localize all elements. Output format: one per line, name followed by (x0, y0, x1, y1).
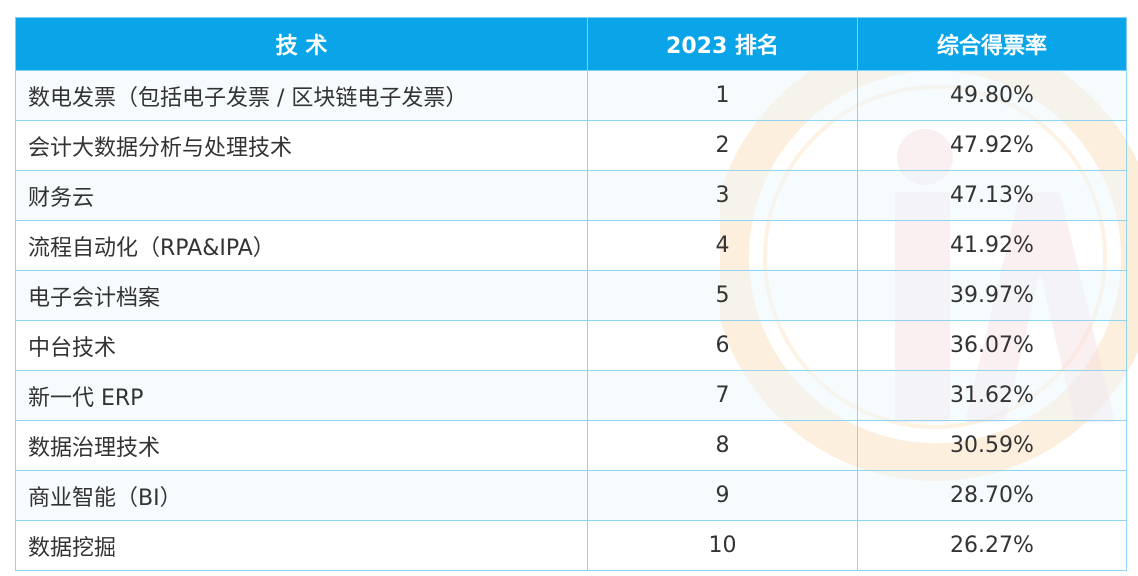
rank-cell: 2 (587, 120, 858, 171)
tech-cell: 电子会计档案 (15, 270, 588, 321)
tech-cell: 财务云 (15, 170, 588, 221)
rate-cell: 31.62% (857, 370, 1127, 421)
rank-cell: 1 (587, 70, 858, 121)
table-row: 财务云 3 47.13% (15, 170, 1127, 221)
table-row: 会计大数据分析与处理技术 2 47.92% (15, 120, 1127, 171)
header-row: 技 术 2023 排名 综合得票率 (15, 17, 1127, 71)
rate-cell: 30.59% (857, 420, 1127, 471)
table-row: 数电发票（包括电子发票 / 区块链电子发票） 1 49.80% (15, 70, 1127, 121)
table-row: 中台技术 6 36.07% (15, 320, 1127, 371)
tech-cell: 流程自动化（RPA&IPA） (15, 220, 588, 271)
tech-cell: 数据治理技术 (15, 420, 588, 471)
table-row: 新一代 ERP 7 31.62% (15, 370, 1127, 421)
rank-cell: 9 (587, 470, 858, 521)
table-row: 电子会计档案 5 39.97% (15, 270, 1127, 321)
rate-cell: 26.27% (857, 520, 1127, 571)
table-row: 数据治理技术 8 30.59% (15, 420, 1127, 471)
rate-cell: 47.13% (857, 170, 1127, 221)
rank-cell: 3 (587, 170, 858, 221)
tech-cell: 中台技术 (15, 320, 588, 371)
rank-cell: 6 (587, 320, 858, 371)
rank-cell: 10 (587, 520, 858, 571)
rate-cell: 36.07% (857, 320, 1127, 371)
rank-cell: 4 (587, 220, 858, 271)
tech-cell: 商业智能（BI） (15, 470, 588, 521)
table-row: 数据挖掘 10 26.27% (15, 520, 1127, 571)
tech-cell: 会计大数据分析与处理技术 (15, 120, 588, 171)
table-row: 流程自动化（RPA&IPA） 4 41.92% (15, 220, 1127, 271)
column-header-tech: 技 术 (15, 17, 588, 71)
rate-cell: 41.92% (857, 220, 1127, 271)
rank-cell: 8 (587, 420, 858, 471)
rate-cell: 39.97% (857, 270, 1127, 321)
rank-cell: 7 (587, 370, 858, 421)
tech-ranking-table: 技 术 2023 排名 综合得票率 数电发票（包括电子发票 / 区块链电子发票）… (15, 17, 1127, 571)
rate-cell: 49.80% (857, 70, 1127, 121)
table-row: 商业智能（BI） 9 28.70% (15, 470, 1127, 521)
tech-cell: 数电发票（包括电子发票 / 区块链电子发票） (15, 70, 588, 121)
rate-cell: 28.70% (857, 470, 1127, 521)
column-header-rate: 综合得票率 (857, 17, 1127, 71)
content-area: 技 术 2023 排名 综合得票率 数电发票（包括电子发票 / 区块链电子发票）… (15, 17, 1138, 571)
tech-cell: 数据挖掘 (15, 520, 588, 571)
tech-cell: 新一代 ERP (15, 370, 588, 421)
rank-cell: 5 (587, 270, 858, 321)
column-header-rank: 2023 排名 (587, 17, 858, 71)
rate-cell: 47.92% (857, 120, 1127, 171)
